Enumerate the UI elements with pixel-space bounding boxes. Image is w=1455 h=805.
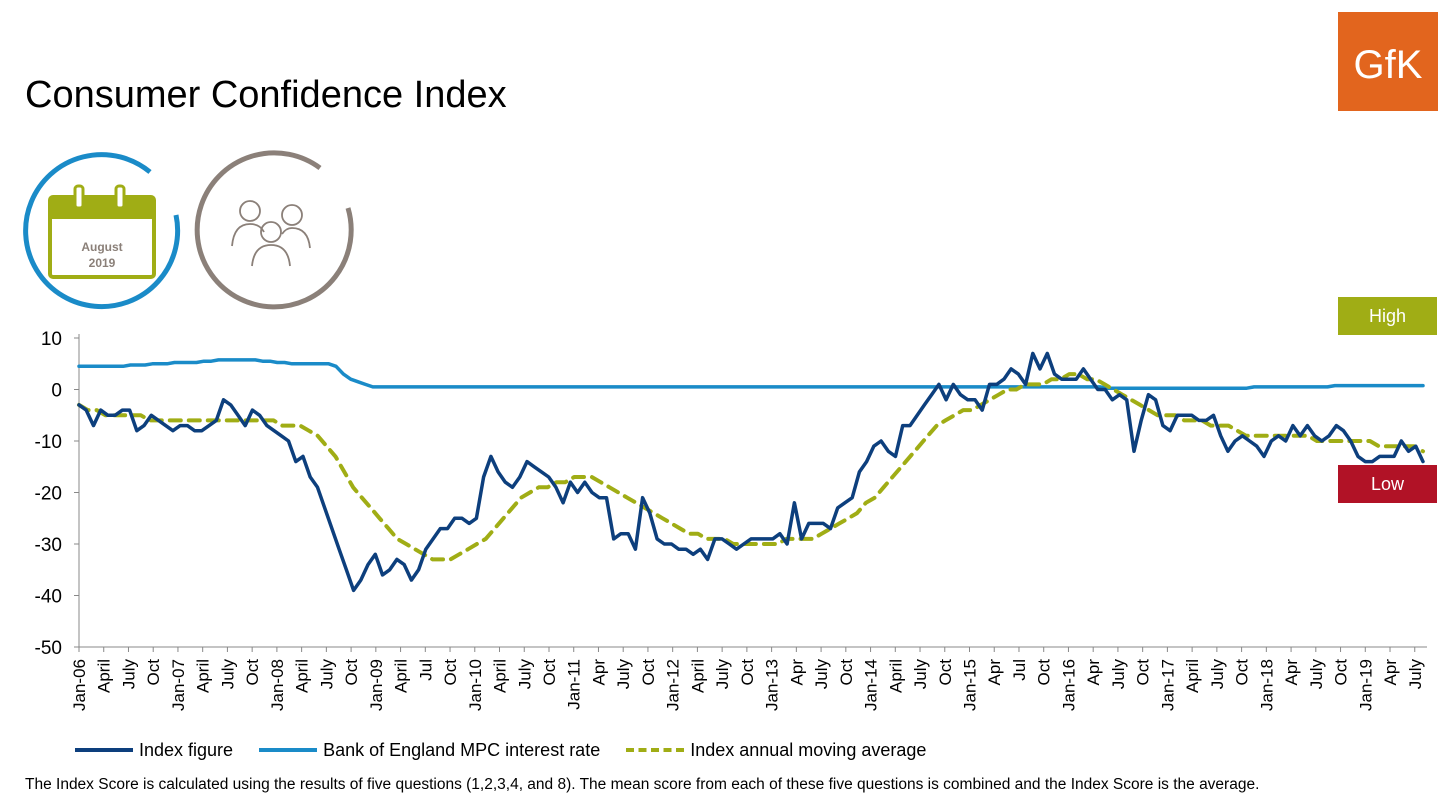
x-tick-label: Jan-11 [565, 659, 584, 710]
x-tick-label: July [812, 659, 831, 690]
x-tick-label: July [119, 659, 138, 690]
x-tick-label: Jan-16 [1059, 659, 1078, 711]
legend-item-boe: Bank of England MPC interest rate [259, 740, 600, 761]
x-tick-label: April [491, 659, 510, 693]
x-tick-label: July [911, 659, 930, 690]
x-tick-label: April [886, 659, 905, 693]
people-icon [194, 150, 354, 310]
x-tick-label: Oct [639, 659, 658, 686]
legend-item-moving-average: Index annual moving average [626, 740, 926, 761]
y-tick-label: 0 [51, 381, 62, 402]
calendar-month: August [81, 240, 122, 254]
x-tick-label: Apr [589, 659, 608, 686]
calendar-header [50, 197, 154, 219]
x-tick-label: Jan-13 [763, 659, 782, 711]
x-tick-label: April [95, 659, 114, 693]
footnote: The Index Score is calculated using the … [25, 776, 1260, 793]
x-tick-label: Apr [1084, 659, 1103, 686]
x-tick-label: April [392, 659, 411, 693]
people-figures [231, 200, 311, 267]
x-tick-label: April [1183, 659, 1202, 693]
calendar-ring-left [73, 184, 85, 210]
legend-label-boe: Bank of England MPC interest rate [323, 739, 601, 760]
x-tick-label: Oct [1134, 659, 1153, 686]
x-tick-label: July [1307, 659, 1326, 690]
series-line-boe-rate [77, 358, 1425, 390]
low-marker: Low [1338, 465, 1437, 503]
series-line-moving-average [77, 372, 1425, 562]
logo-text: GfK [1354, 43, 1423, 87]
x-tick-label: Jan-10 [466, 659, 485, 711]
x-tick-label: July [1109, 659, 1128, 690]
x-tick-label: Apr [985, 659, 1004, 686]
x-tick-label: July [713, 659, 732, 690]
x-tick-label: Jan-08 [268, 659, 287, 711]
x-tick-label: Apr [1282, 659, 1301, 686]
calendar-ring-right [114, 184, 126, 210]
y-tick-label: 10 [41, 329, 62, 350]
x-tick-label: July [1406, 659, 1425, 690]
calendar-year: 2019 [89, 256, 116, 270]
x-tick-label: Jan-15 [961, 659, 980, 711]
page-title: Consumer Confidence Index [25, 74, 507, 116]
legend-label-moving-average: Index annual moving average [690, 739, 927, 760]
x-tick-label: Jan-17 [1158, 659, 1177, 711]
x-tick-label: July [614, 659, 633, 690]
x-tick-label: Oct [144, 659, 163, 686]
people-ring [194, 150, 354, 310]
x-tick-label: Oct [738, 659, 757, 686]
x-tick-label: July [515, 659, 534, 690]
y-tick-label: -30 [35, 535, 62, 556]
x-tick-label: Oct [1233, 659, 1252, 686]
x-tick-label: Jan-19 [1356, 659, 1375, 711]
y-tick-label: -10 [35, 432, 62, 453]
gfk-logo: GfK [1338, 12, 1438, 111]
x-tick-label: Jan-07 [169, 659, 188, 711]
legend-label-index: Index figure [139, 739, 234, 760]
legend-swatch-index [75, 748, 133, 752]
series-line-index-figure [77, 351, 1425, 593]
x-tick-label: July [218, 659, 237, 690]
high-marker: High [1338, 297, 1437, 335]
legend-swatch-boe [259, 748, 318, 752]
logo-background [1338, 12, 1438, 111]
x-tick-label: Oct [936, 659, 955, 686]
x-tick-label: Apr [1381, 659, 1400, 686]
legend-swatch-moving-average [626, 748, 685, 752]
x-tick-label: Jan-14 [862, 659, 881, 711]
chart: 10 0 -10 -20 -30 -40 -50 Jan-06 April July Oct Jan-… [35, 329, 1427, 711]
x-tick-label: Oct [243, 659, 262, 686]
x-tick-label: Oct [441, 659, 460, 686]
x-tick-label: April [194, 659, 213, 693]
x-tick-label: Jan-18 [1257, 659, 1276, 711]
x-tick-label: April [293, 659, 312, 693]
x-tick-label: July [1208, 659, 1227, 690]
y-tick-label: -50 [35, 638, 62, 659]
x-tick-label: Apr [787, 659, 806, 686]
x-tick-label: Jan-06 [70, 659, 89, 711]
x-tick-label: Oct [1035, 659, 1054, 686]
x-tick-label: Oct [342, 659, 361, 686]
x-tick-label: Oct [1332, 659, 1351, 686]
x-tick-label: Jan-12 [664, 659, 683, 711]
x-tick-label: Jul [416, 659, 435, 681]
x-tick-label: April [688, 659, 707, 693]
x-tick-label: Oct [837, 659, 856, 686]
x-tick-label: Jan-09 [367, 659, 386, 711]
x-tick-label: Oct [540, 659, 559, 686]
y-tick-label: -20 [35, 484, 62, 505]
calendar-ring [23, 152, 181, 310]
legend-item-index: Index figure [75, 740, 233, 761]
y-tick-label: -40 [35, 587, 62, 608]
x-tick-label: July [317, 659, 336, 690]
x-tick-label: Jul [1010, 659, 1029, 681]
legend: Index figure Bank of England MPC interes… [75, 738, 952, 762]
calendar-icon: August 2019 [23, 152, 181, 310]
